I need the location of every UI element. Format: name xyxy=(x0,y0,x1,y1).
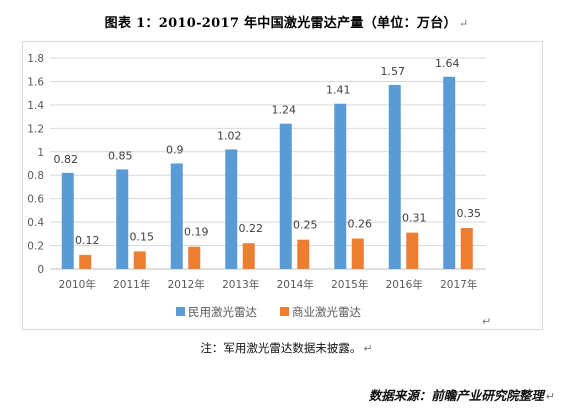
chart-note: 注：军用激光雷达数据未披露。 ↵ xyxy=(0,340,573,356)
legend-label: 民用激光雷达 xyxy=(188,305,257,319)
bar xyxy=(334,103,347,269)
x-tick-label: 2014年 xyxy=(277,278,314,291)
data-source: 数据来源：前瞻产业研究院整理 ↵ xyxy=(369,385,555,404)
source-text: 数据来源：前瞻产业研究院整理 xyxy=(368,388,544,403)
x-tick-label: 2010年 xyxy=(59,278,96,291)
paragraph-mark-icon: ↵ xyxy=(482,315,492,328)
data-label: 0.15 xyxy=(130,230,155,243)
bar xyxy=(170,163,183,269)
y-tick-label: 0.2 xyxy=(27,241,44,253)
y-tick-label: 0.8 xyxy=(27,170,44,182)
legend-swatch xyxy=(280,307,289,316)
x-tick-label: 2016年 xyxy=(386,278,423,291)
y-tick-label: 1.2 xyxy=(27,123,44,135)
bar xyxy=(297,239,310,269)
data-label: 0.82 xyxy=(54,153,79,166)
y-tick-label: 1.4 xyxy=(27,100,44,112)
data-label: 0.31 xyxy=(402,212,427,225)
data-label: 0.12 xyxy=(75,234,100,247)
bar xyxy=(61,172,74,269)
bar xyxy=(242,243,255,269)
y-tick-label: 1 xyxy=(37,147,44,159)
data-label: 1.41 xyxy=(326,84,351,97)
bar xyxy=(188,246,201,269)
chart-frame xyxy=(22,41,543,330)
data-label: 1.64 xyxy=(435,57,460,70)
data-label: 0.9 xyxy=(166,144,184,157)
y-tick-label: 1.8 xyxy=(27,53,44,65)
y-tick-label: 0.6 xyxy=(27,194,44,206)
bar xyxy=(279,123,292,270)
y-tick-label: 0.4 xyxy=(27,217,44,229)
title-text: 图表 1：2010-2017 年中国激光雷达产量（单位：万台） xyxy=(104,16,457,31)
bar xyxy=(406,232,419,269)
legend-swatch xyxy=(176,307,185,316)
bar xyxy=(388,84,401,269)
note-text: 注：军用激光雷达数据未披露。 xyxy=(200,341,362,355)
paragraph-mark-icon: ↵ xyxy=(363,342,373,355)
paragraph-mark-icon: ↵ xyxy=(458,17,469,30)
legend-label: 商业激光雷达 xyxy=(292,305,361,319)
x-tick-label: 2013年 xyxy=(222,278,259,291)
data-label: 0.25 xyxy=(293,219,318,232)
chart-title: 图表 1：2010-2017 年中国激光雷达产量（单位：万台） ↵ xyxy=(0,12,573,31)
x-tick-label: 2015年 xyxy=(331,278,368,291)
bar xyxy=(116,169,129,269)
data-label: 0.85 xyxy=(108,149,133,162)
y-tick-label: 1.6 xyxy=(27,76,44,88)
bar xyxy=(460,227,473,269)
data-label: 1.02 xyxy=(217,129,242,142)
data-label: 0.26 xyxy=(348,218,373,231)
bar xyxy=(225,149,238,269)
bar xyxy=(79,254,92,269)
x-tick-label: 2017年 xyxy=(440,278,477,291)
data-label: 1.57 xyxy=(381,65,406,78)
bar xyxy=(351,238,364,269)
data-label: 1.24 xyxy=(272,104,297,117)
x-tick-label: 2012年 xyxy=(168,278,205,291)
bar xyxy=(443,76,456,269)
data-label: 0.19 xyxy=(184,226,209,239)
x-tick-label: 2011年 xyxy=(113,278,150,291)
bar xyxy=(133,251,146,269)
y-tick-label: 0 xyxy=(37,264,44,276)
data-label: 0.35 xyxy=(457,207,482,220)
paragraph-mark-icon: ↵ xyxy=(545,390,555,403)
data-label: 0.22 xyxy=(239,222,264,235)
